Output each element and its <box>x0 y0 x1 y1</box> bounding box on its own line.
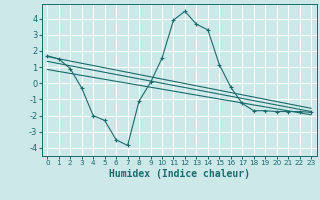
X-axis label: Humidex (Indice chaleur): Humidex (Indice chaleur) <box>109 169 250 179</box>
